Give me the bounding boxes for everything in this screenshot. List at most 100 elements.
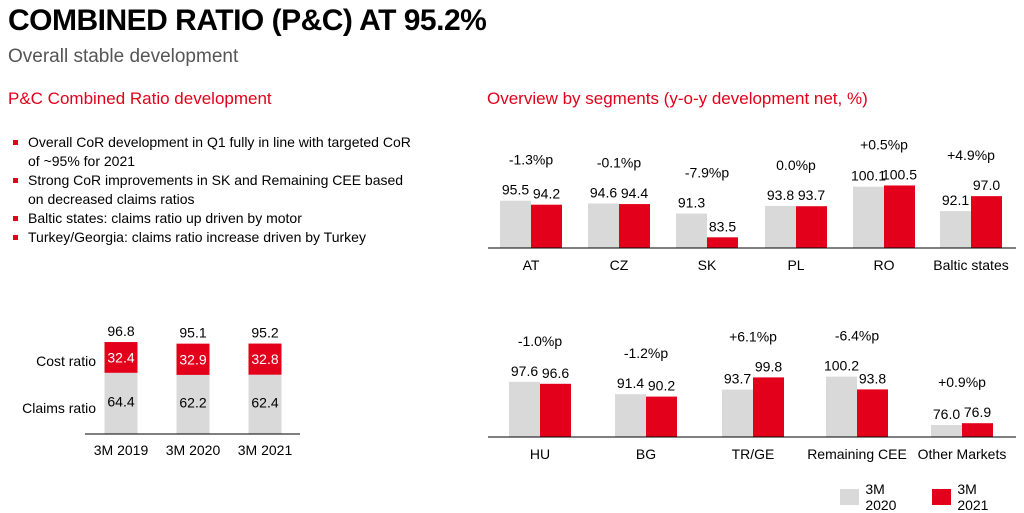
- legend-swatch-gray: [840, 489, 860, 505]
- x-tick-label: Baltic states: [933, 257, 1008, 273]
- x-tick-label: HU: [530, 446, 550, 462]
- bar-3m-2020: [676, 213, 707, 248]
- data-label-2021: 93.8: [859, 370, 886, 386]
- page-subtitle: Overall stable development: [8, 46, 239, 67]
- bar-3m-2020: [931, 425, 962, 437]
- data-label-2020: 91.3: [678, 195, 705, 211]
- right-section-title: Overview by segments (y-o-y development …: [487, 89, 868, 108]
- bar-3m-2021: [753, 377, 784, 437]
- bar-3m-2021: [857, 389, 888, 437]
- x-tick-label: BG: [636, 446, 656, 462]
- bar-3m-2021: [707, 237, 738, 248]
- bar-claims-ratio: [248, 374, 282, 434]
- data-label-2021: 96.6: [542, 365, 569, 381]
- bar-cost-ratio: [104, 342, 138, 373]
- x-tick-label: 3M 2019: [94, 442, 149, 458]
- bullet-item: Overall CoR development in Q1 fully in l…: [10, 133, 418, 171]
- data-label-2020: 100.1: [851, 168, 886, 184]
- x-tick-label: RO: [874, 257, 895, 273]
- data-label-total: 96.8: [107, 323, 134, 339]
- legend-item-2021: 3M 2021: [932, 481, 1010, 513]
- data-label-2021: 90.2: [648, 378, 675, 394]
- delta-label: -1.0%p: [518, 333, 563, 349]
- data-label-2021: 100.5: [882, 166, 917, 182]
- data-label-claims: 64.4: [107, 393, 134, 409]
- data-label-2021: 94.2: [533, 186, 560, 202]
- bar-claims-ratio: [176, 374, 210, 434]
- bar-cost-ratio: [248, 343, 282, 375]
- series-label-claims: Claims ratio: [22, 400, 96, 416]
- bullet-list: Overall CoR development in Q1 fully in l…: [10, 133, 428, 247]
- data-label-2021: 97.0: [973, 177, 1000, 193]
- bar-3m-2021: [531, 204, 562, 248]
- delta-label: 0.0%p: [776, 157, 816, 173]
- x-tick-label: TR/GE: [732, 446, 775, 462]
- delta-label: +0.9%p: [938, 374, 986, 390]
- data-label-2021: 83.5: [709, 218, 736, 234]
- bar-3m-2020: [940, 211, 971, 248]
- data-label-2021: 99.8: [755, 358, 782, 374]
- bar-3m-2020: [509, 381, 540, 437]
- data-label-2021: 76.9: [964, 404, 991, 420]
- bar-3m-2021: [796, 206, 827, 248]
- data-label-2020: 100.2: [824, 358, 859, 374]
- data-label-claims: 62.4: [251, 394, 278, 410]
- page-title: COMBINED RATIO (P&C) AT 95.2%: [8, 4, 487, 37]
- legend-label: 3M 2021: [957, 481, 989, 513]
- data-label-2021: 93.7: [798, 187, 825, 203]
- data-label-total: 95.1: [179, 325, 206, 341]
- data-label-cost: 32.4: [107, 349, 134, 365]
- bar-3m-2021: [540, 383, 571, 437]
- bar-3m-2021: [971, 196, 1002, 248]
- x-tick-label: 3M 2021: [238, 442, 293, 458]
- data-label-2020: 97.6: [511, 363, 538, 379]
- delta-label: -1.2%p: [624, 345, 669, 361]
- x-tick-label: SK: [698, 257, 717, 273]
- x-tick-label: Other Markets: [918, 446, 1007, 462]
- legend-label: 3M 2020: [865, 481, 897, 513]
- bar-3m-2020: [853, 186, 884, 248]
- bar-3m-2020: [765, 205, 796, 248]
- data-label-cost: 32.8: [251, 351, 278, 367]
- data-label-2020: 95.5: [502, 182, 529, 198]
- data-label-2020: 91.4: [617, 375, 644, 391]
- series-label-cost: Cost ratio: [36, 353, 96, 369]
- x-tick-label: AT: [523, 257, 540, 273]
- left-section-title: P&C Combined Ratio development: [8, 89, 272, 108]
- data-label-2020: 76.0: [933, 406, 960, 422]
- data-label-claims: 62.2: [179, 394, 206, 410]
- bar-3m-2021: [619, 204, 650, 248]
- data-label-total: 95.2: [251, 325, 278, 341]
- bar-3m-2021: [962, 423, 993, 437]
- bullet-item: Turkey/Georgia: claims ratio increase dr…: [10, 228, 428, 247]
- delta-label: -0.1%p: [597, 154, 642, 170]
- x-tick-label: CZ: [610, 257, 629, 273]
- bar-3m-2020: [826, 376, 857, 437]
- x-tick-label: PL: [787, 257, 804, 273]
- legend-item-2020: 3M 2020: [840, 481, 918, 513]
- data-label-cost: 32.9: [179, 351, 206, 367]
- bar-cost-ratio: [176, 343, 210, 375]
- delta-label: -1.3%p: [509, 152, 554, 168]
- data-label-2020: 92.1: [942, 192, 969, 208]
- data-label-2021: 94.4: [621, 185, 648, 201]
- bar-claims-ratio: [104, 372, 138, 434]
- data-label-2020: 94.6: [590, 184, 617, 200]
- legend: 3M 2020 3M 2021: [840, 481, 1024, 513]
- bar-3m-2020: [500, 200, 531, 248]
- delta-label: +0.5%p: [860, 136, 908, 152]
- delta-label: +6.1%p: [729, 328, 777, 344]
- legend-swatch-red: [932, 489, 952, 505]
- delta-label: -6.4%p: [835, 328, 880, 344]
- data-label-2020: 93.8: [767, 187, 794, 203]
- x-tick-label: Remaining CEE: [807, 446, 907, 462]
- x-tick-label: 3M 2020: [166, 442, 221, 458]
- bar-3m-2021: [646, 396, 677, 437]
- delta-label: -7.9%p: [685, 165, 730, 181]
- bar-3m-2020: [588, 203, 619, 248]
- bullet-item: Strong CoR improvements in SK and Remain…: [10, 171, 418, 209]
- delta-label: +4.9%p: [947, 147, 995, 163]
- bullet-item: Baltic states: claims ratio up driven by…: [10, 209, 428, 228]
- data-label-2020: 93.7: [724, 371, 751, 387]
